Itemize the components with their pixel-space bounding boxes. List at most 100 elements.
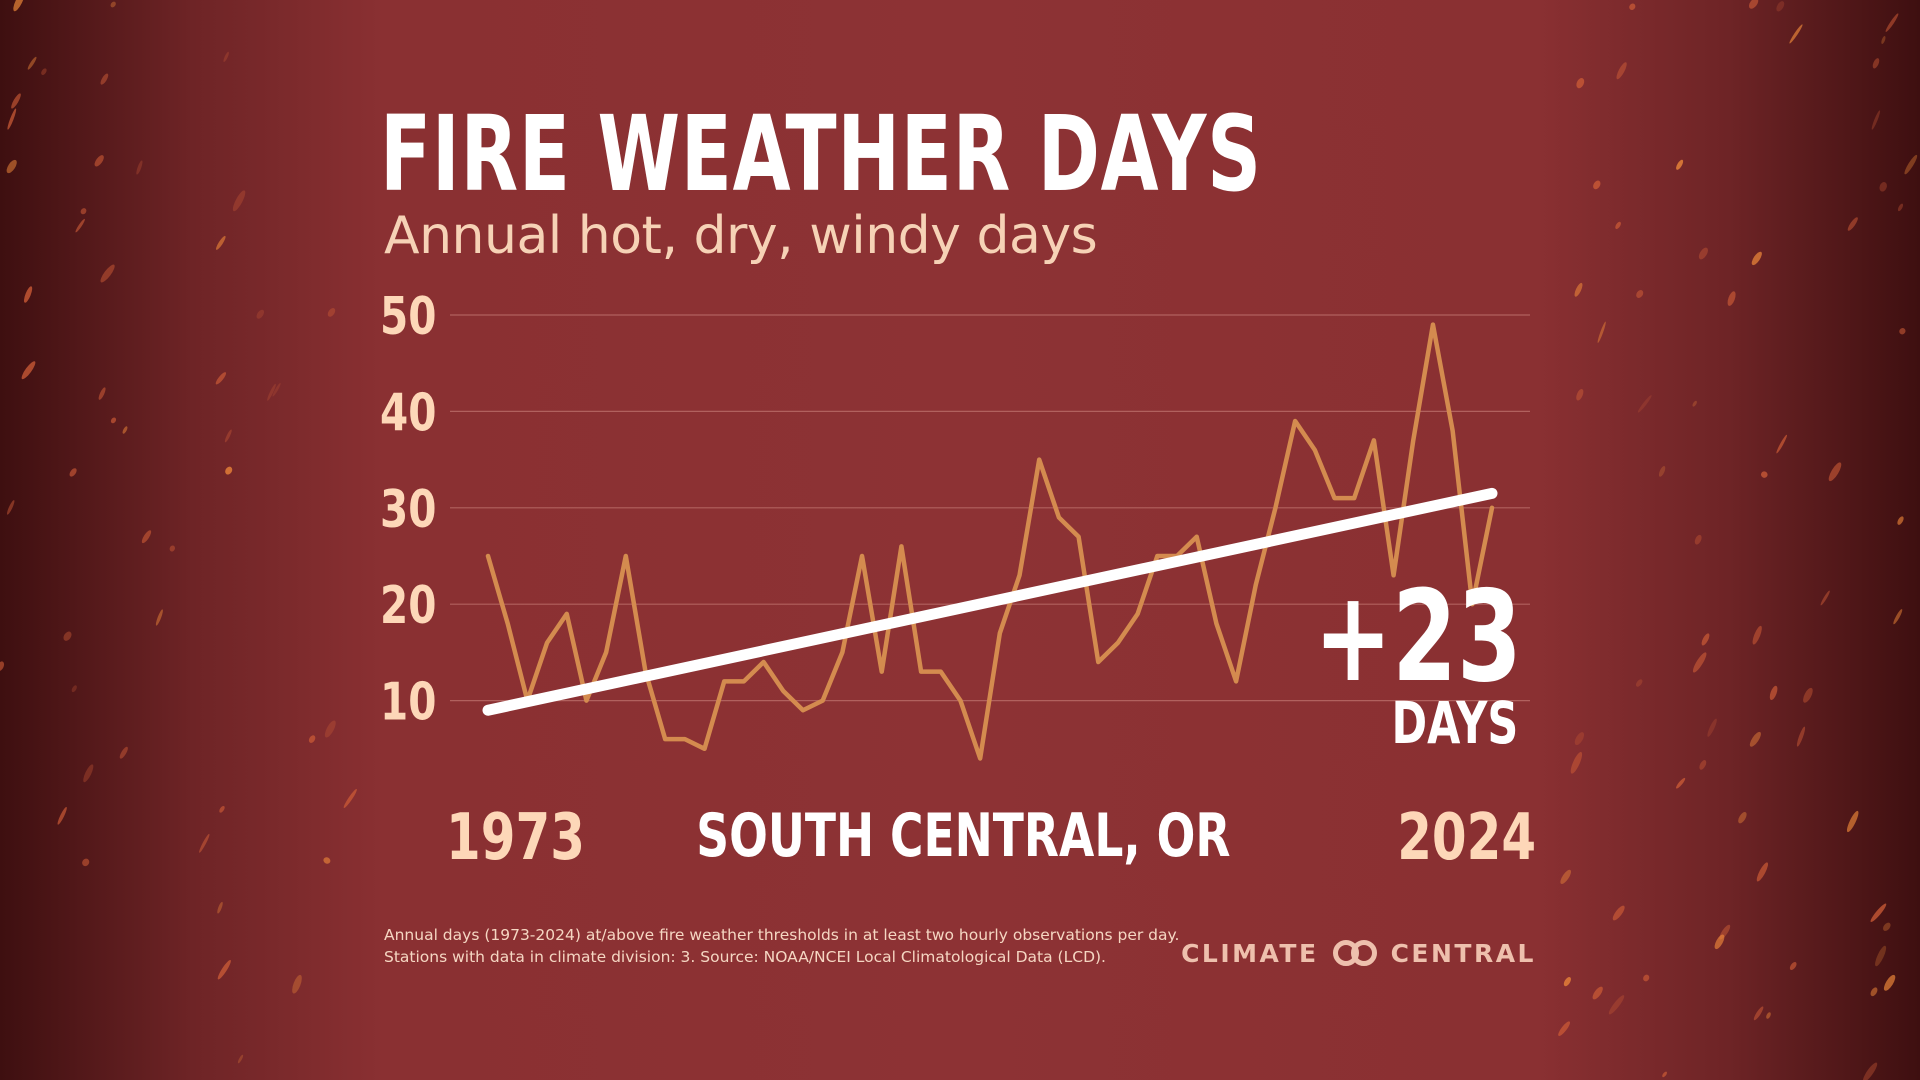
series-line-0 [485,322,1495,761]
ember-spark [1593,180,1601,190]
ember-spark [215,372,227,385]
ember-spark [1570,751,1583,774]
ember-spark [1637,395,1652,413]
ember-spark [1796,726,1806,747]
ember-spark [225,466,233,475]
ember-spark [1766,1012,1771,1019]
ember-spark [1692,652,1707,673]
ember-spark [216,235,226,250]
ember-spark [237,1054,244,1064]
ember-spark [1592,986,1603,1000]
ember-spark [24,286,33,303]
ember-spark [232,190,246,212]
ember-spark [199,833,210,853]
footnote: Annual days (1973-2024) at/above fire we… [384,924,1179,968]
ember-spark [1870,903,1887,923]
ember-spark [1608,995,1625,1015]
ember-spark [1694,534,1702,545]
ember-spark [1727,291,1736,306]
ember-spark [1803,687,1813,703]
ember-spark [155,609,163,626]
ember-spark [1558,1021,1571,1036]
ember-spark [1820,590,1830,606]
ember-spark [1635,679,1643,687]
ember-spark [1753,1006,1764,1021]
climate-central-logo: CLIMATE CENTRAL [1181,936,1536,970]
ember-spark [1870,987,1878,997]
ember-spark [1749,731,1761,747]
series-layer [485,322,1495,761]
ember-spark [323,857,331,864]
ember-spark [1893,609,1903,625]
ember-spark [219,805,225,813]
ember-spark [1574,732,1585,746]
ember-spark [1883,922,1891,931]
linked-rings-icon [1332,940,1377,966]
ember-spark [308,735,316,743]
ember-spark [80,208,87,215]
ember-spark [327,308,336,317]
ember-spark [83,764,94,783]
ember-spark [292,974,302,994]
ember-spark [1904,154,1918,175]
ember-spark [82,858,90,867]
ember-spark [1676,159,1684,170]
ember-spark [1616,62,1627,80]
ember-spark [1751,251,1762,266]
ember-spark [57,806,67,825]
ember-spark [1879,182,1887,192]
ember-spark [1658,466,1666,477]
ember-spark [6,159,17,174]
ember-spark [21,361,36,380]
ember-spark [13,0,25,12]
y-axis-tick-labels: 10 20 30 40 50 [380,286,436,732]
ember-spark [1574,282,1583,297]
ember-spark [122,426,128,434]
location-label: SOUTH CENTRAL, OR [696,801,1231,871]
ember-spark [223,51,229,63]
ember-spark [41,68,47,76]
ember-spark [119,746,128,759]
ember-spark [1560,869,1572,884]
ember-spark [110,417,117,424]
ember-spark [27,56,37,70]
ember-spark [1899,327,1906,335]
ember-spark [1738,812,1747,824]
logo-text-right: CENTRAL [1390,938,1536,968]
trend-line [482,487,1498,716]
y-tick-label-40: 40 [380,382,436,442]
ember-spark [1662,1071,1667,1078]
ember-spark [6,500,15,515]
ember-spark [256,309,265,319]
ember-spark [1761,471,1768,478]
ember-spark [224,429,232,443]
ember-spark [1769,685,1778,701]
ember-spark [1643,974,1650,982]
change-unit: DAYS [1391,689,1518,757]
y-tick-label-50: 50 [380,286,436,346]
ember-spark [75,218,85,233]
ember-spark [94,155,104,167]
ember-spark [1701,633,1710,646]
ember-spark [1612,905,1625,921]
chart-subtitle: Annual hot, dry, windy days [384,206,1098,266]
x-tick-label-start: 1973 [446,801,585,875]
ember-spark [1752,625,1762,645]
ember-spark [169,545,175,552]
chart-title: FIRE WEATHER DAYS [380,93,1262,215]
ember-spark [1629,3,1636,11]
ember-spark [98,387,106,400]
ember-spark [1875,945,1887,967]
footnote-line-1: Annual days (1973-2024) at/above fire we… [384,926,1180,944]
ember-spark [1885,13,1899,32]
y-tick-label-10: 10 [380,672,436,732]
ember-spark [1576,388,1584,401]
ember-spark [1897,203,1904,212]
ember-spark [1897,516,1904,525]
ember-spark [324,720,336,738]
change-value: +23 [1314,563,1522,710]
ember-spark [141,530,152,544]
ember-spark [1871,110,1881,130]
ember-spark [1698,247,1708,260]
